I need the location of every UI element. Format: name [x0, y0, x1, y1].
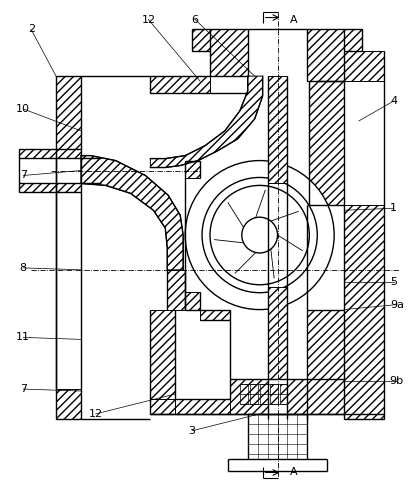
Bar — [279, 384, 287, 404]
Bar — [240, 384, 248, 404]
Polygon shape — [344, 51, 384, 81]
Polygon shape — [308, 310, 344, 379]
Text: 8: 8 — [20, 263, 27, 273]
Text: 3: 3 — [189, 426, 196, 436]
Text: 7: 7 — [20, 170, 27, 180]
Circle shape — [242, 217, 277, 253]
Polygon shape — [192, 30, 210, 51]
Polygon shape — [230, 379, 268, 414]
Text: 11: 11 — [16, 332, 30, 342]
Polygon shape — [56, 76, 81, 156]
Circle shape — [210, 185, 309, 285]
Text: 1: 1 — [390, 203, 397, 213]
Polygon shape — [309, 81, 344, 206]
Polygon shape — [167, 270, 185, 310]
Polygon shape — [150, 399, 175, 414]
Polygon shape — [344, 206, 384, 419]
Polygon shape — [81, 156, 183, 270]
Circle shape — [185, 161, 334, 310]
Polygon shape — [268, 287, 287, 379]
Polygon shape — [19, 149, 81, 158]
Polygon shape — [150, 76, 210, 93]
Polygon shape — [150, 310, 175, 399]
Text: A: A — [290, 467, 297, 478]
Text: 2: 2 — [28, 24, 35, 35]
Text: 12: 12 — [141, 14, 155, 25]
Bar — [260, 384, 268, 404]
Polygon shape — [308, 379, 344, 414]
Polygon shape — [185, 161, 200, 178]
Polygon shape — [150, 76, 263, 167]
Text: 4: 4 — [390, 96, 397, 106]
Polygon shape — [210, 30, 248, 76]
Text: A: A — [290, 14, 297, 25]
Text: 10: 10 — [16, 104, 30, 114]
Polygon shape — [200, 310, 230, 320]
Polygon shape — [19, 183, 81, 192]
Polygon shape — [344, 30, 362, 51]
Circle shape — [202, 177, 317, 293]
Polygon shape — [308, 30, 344, 81]
Polygon shape — [287, 379, 308, 414]
Text: 6: 6 — [191, 14, 199, 25]
Text: 9a: 9a — [390, 300, 404, 310]
Polygon shape — [175, 399, 230, 414]
Bar — [250, 384, 258, 404]
Text: 5: 5 — [390, 277, 397, 287]
Polygon shape — [268, 76, 287, 183]
Text: 7: 7 — [20, 384, 27, 394]
Text: 9b: 9b — [390, 376, 404, 386]
Polygon shape — [56, 389, 81, 419]
Bar — [269, 384, 277, 404]
Polygon shape — [185, 291, 200, 310]
Text: 12: 12 — [89, 409, 103, 419]
